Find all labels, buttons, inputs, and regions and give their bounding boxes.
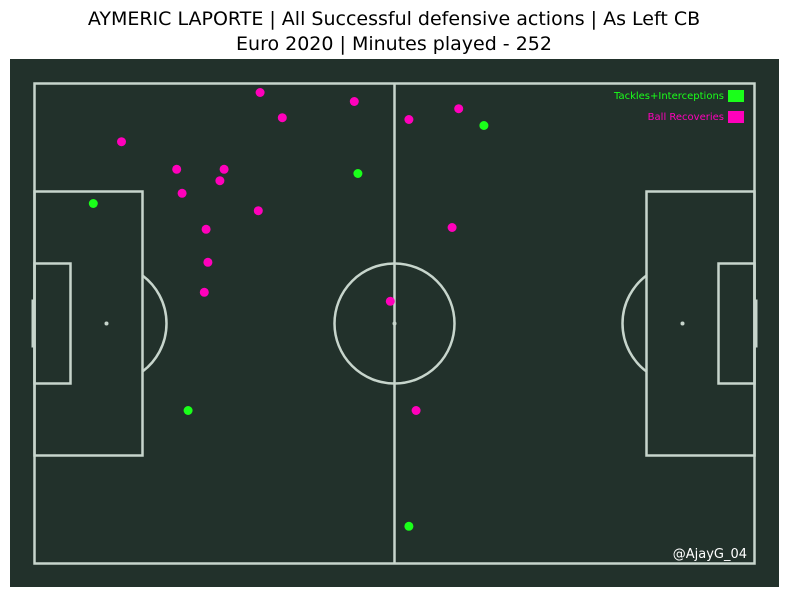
left-penalty-spot [104, 321, 109, 326]
right-penalty-spot [680, 321, 685, 326]
ball-recovery-point-10 [177, 188, 187, 198]
tackle-interception-point-1 [88, 199, 98, 208]
ball-recovery-point-15 [447, 223, 457, 232]
ball-recovery-point-12 [201, 224, 211, 234]
ball-recovery-point-17 [411, 406, 421, 415]
pitch-markings [31, 82, 758, 565]
chart-title: AYMERIC LAPORTE | All Successful defensi… [87, 8, 701, 30]
ball-recovery-point-13 [203, 257, 213, 267]
ball-recovery-point-8 [219, 164, 229, 174]
tackle-interception-point-2 [183, 406, 193, 415]
tackle-interception-point-4 [479, 121, 489, 130]
data-points [88, 88, 489, 531]
tackle-interception-point-3 [353, 169, 363, 178]
chart-subtitle: Euro 2020 | Minutes played - 252 [236, 33, 552, 55]
left-penalty-arc [141, 274, 168, 373]
ball-recovery-point-6 [117, 137, 126, 147]
legend-label-tackles: Tackles+Interceptions [613, 91, 724, 102]
ball-recovery-point-16 [385, 296, 395, 306]
ball-recovery-point-1 [255, 88, 265, 97]
legend-swatch-tackles [728, 90, 744, 102]
ball-recovery-point-5 [454, 104, 464, 114]
ball-recovery-point-3 [349, 97, 359, 106]
legend-swatch-recoveries [728, 111, 744, 123]
centre-circle [333, 262, 456, 385]
ball-recovery-point-11 [253, 206, 263, 216]
ball-recovery-point-7 [172, 164, 182, 174]
ball-recovery-point-9 [215, 176, 225, 186]
credit-label: @AjayG_04 [673, 547, 747, 562]
tackle-interception-point-5 [404, 521, 414, 531]
legend-label-recoveries: Ball Recoveries [648, 112, 724, 123]
legend: Tackles+Interceptions Ball Recoveries [613, 90, 744, 123]
centre-spot [392, 321, 397, 326]
right-penalty-arc [621, 274, 648, 373]
ball-recovery-point-2 [277, 113, 287, 123]
ball-recovery-point-4 [404, 115, 414, 124]
ball-recovery-point-14 [199, 287, 209, 297]
